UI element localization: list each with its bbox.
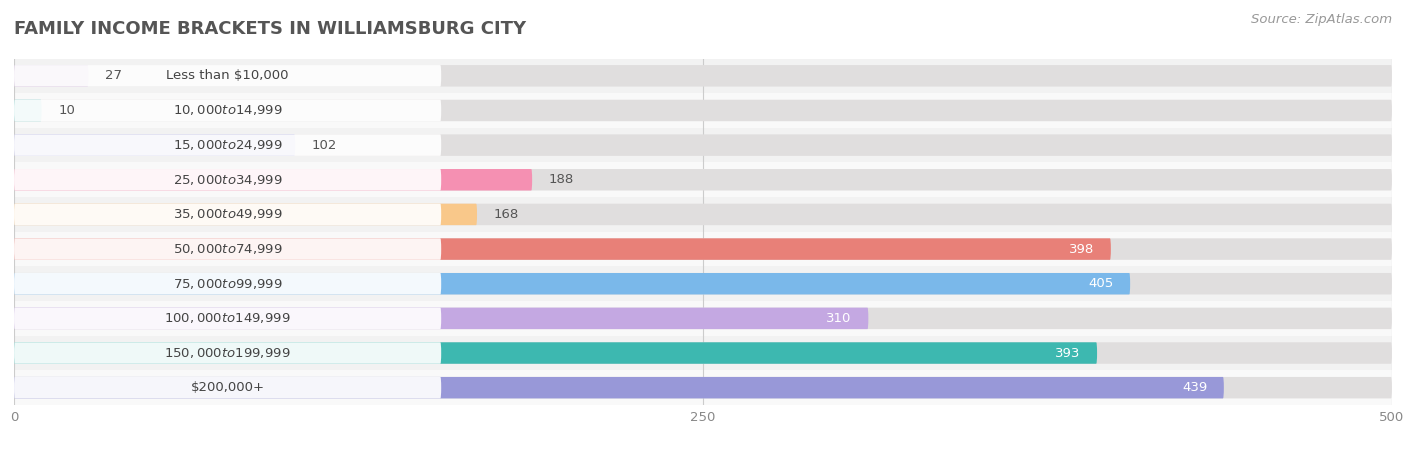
FancyBboxPatch shape <box>14 65 441 86</box>
FancyBboxPatch shape <box>14 308 1392 329</box>
FancyBboxPatch shape <box>14 204 477 225</box>
FancyBboxPatch shape <box>14 342 1097 364</box>
Text: $75,000 to $99,999: $75,000 to $99,999 <box>173 277 283 291</box>
FancyBboxPatch shape <box>14 342 441 364</box>
Text: 27: 27 <box>105 69 122 82</box>
FancyBboxPatch shape <box>14 65 1392 86</box>
FancyBboxPatch shape <box>14 308 441 329</box>
Text: 405: 405 <box>1088 277 1114 290</box>
FancyBboxPatch shape <box>14 100 1392 121</box>
Text: FAMILY INCOME BRACKETS IN WILLIAMSBURG CITY: FAMILY INCOME BRACKETS IN WILLIAMSBURG C… <box>14 20 526 38</box>
FancyBboxPatch shape <box>14 100 42 121</box>
FancyBboxPatch shape <box>14 273 441 294</box>
FancyBboxPatch shape <box>14 301 1392 336</box>
FancyBboxPatch shape <box>14 65 89 86</box>
FancyBboxPatch shape <box>14 342 1392 364</box>
FancyBboxPatch shape <box>14 370 1392 405</box>
FancyBboxPatch shape <box>14 204 441 225</box>
FancyBboxPatch shape <box>14 197 1392 232</box>
Text: $100,000 to $149,999: $100,000 to $149,999 <box>165 311 291 325</box>
FancyBboxPatch shape <box>14 135 295 156</box>
Text: $25,000 to $34,999: $25,000 to $34,999 <box>173 173 283 187</box>
Text: $15,000 to $24,999: $15,000 to $24,999 <box>173 138 283 152</box>
Text: $150,000 to $199,999: $150,000 to $199,999 <box>165 346 291 360</box>
Text: Less than $10,000: Less than $10,000 <box>166 69 288 82</box>
FancyBboxPatch shape <box>14 135 441 156</box>
Text: 310: 310 <box>827 312 852 325</box>
FancyBboxPatch shape <box>14 336 1392 370</box>
FancyBboxPatch shape <box>14 377 1223 398</box>
FancyBboxPatch shape <box>14 100 441 121</box>
Text: 168: 168 <box>494 208 519 221</box>
Text: 102: 102 <box>312 139 337 152</box>
Text: 188: 188 <box>548 173 574 186</box>
Text: $35,000 to $49,999: $35,000 to $49,999 <box>173 207 283 221</box>
Text: 398: 398 <box>1069 243 1094 256</box>
FancyBboxPatch shape <box>14 266 1392 301</box>
FancyBboxPatch shape <box>14 238 1392 260</box>
FancyBboxPatch shape <box>14 169 531 190</box>
FancyBboxPatch shape <box>14 232 1392 266</box>
Text: 439: 439 <box>1182 381 1208 394</box>
FancyBboxPatch shape <box>14 377 441 398</box>
FancyBboxPatch shape <box>14 273 1130 294</box>
FancyBboxPatch shape <box>14 93 1392 128</box>
FancyBboxPatch shape <box>14 273 1392 294</box>
Text: 393: 393 <box>1054 346 1081 360</box>
Text: $10,000 to $14,999: $10,000 to $14,999 <box>173 104 283 117</box>
FancyBboxPatch shape <box>14 308 869 329</box>
Text: $50,000 to $74,999: $50,000 to $74,999 <box>173 242 283 256</box>
FancyBboxPatch shape <box>14 169 1392 190</box>
FancyBboxPatch shape <box>14 377 1392 398</box>
FancyBboxPatch shape <box>14 169 441 190</box>
FancyBboxPatch shape <box>14 58 1392 93</box>
FancyBboxPatch shape <box>14 204 1392 225</box>
FancyBboxPatch shape <box>14 135 1392 156</box>
Text: Source: ZipAtlas.com: Source: ZipAtlas.com <box>1251 14 1392 27</box>
FancyBboxPatch shape <box>14 162 1392 197</box>
Text: 10: 10 <box>58 104 75 117</box>
Text: $200,000+: $200,000+ <box>191 381 264 394</box>
FancyBboxPatch shape <box>14 128 1392 162</box>
FancyBboxPatch shape <box>14 238 441 260</box>
FancyBboxPatch shape <box>14 238 1111 260</box>
